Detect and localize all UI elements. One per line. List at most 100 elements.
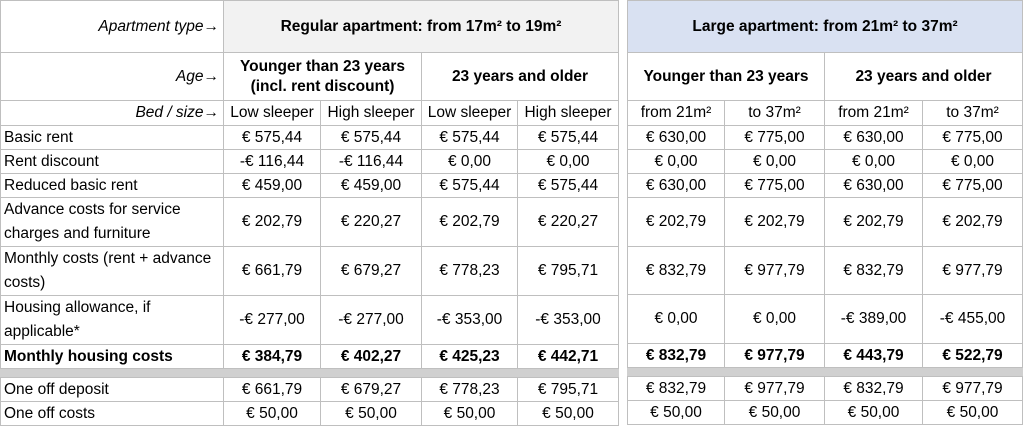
row-label: One off costs [0,401,224,426]
cell: € 575,44 [421,125,518,150]
bed-size-label: Bed / size→ [0,100,224,126]
age-younger-discount-line1: Younger than 23 years [239,57,406,75]
cell: € 50,00 [922,400,1023,425]
cell: € 832,79 [824,376,923,401]
cell: € 832,79 [627,376,725,401]
cell: € 977,79 [922,246,1023,295]
cell: € 0,00 [627,149,725,174]
age-younger: Younger than 23 years [627,52,825,101]
cell: -€ 116,44 [320,149,422,174]
cell: -€ 277,00 [223,295,321,345]
cell: € 832,79 [824,246,923,295]
cell: € 220,27 [320,197,422,247]
cell: € 202,79 [223,197,321,247]
cell: € 977,79 [724,343,825,368]
cell: € 443,79 [824,343,923,368]
cell: € 795,71 [517,377,619,402]
row-label: Monthly housing costs [0,344,224,369]
cell: € 775,00 [922,125,1023,150]
cell: € 832,79 [627,343,725,368]
cell: € 778,23 [421,377,518,402]
cell: € 977,79 [724,376,825,401]
cell: € 384,79 [223,344,321,369]
cell: € 679,27 [320,377,422,402]
cell: € 661,79 [223,246,321,296]
cell: € 50,00 [320,401,422,426]
cell: -€ 116,44 [223,149,321,174]
cell: € 679,27 [320,246,422,296]
cell: € 50,00 [627,400,725,425]
cell: € 630,00 [627,173,725,198]
size-to-37: to 37m² [724,100,825,126]
cell: € 795,71 [517,246,619,296]
cell: -€ 353,00 [517,295,619,345]
separator-row [627,367,1023,377]
cell: € 50,00 [824,400,923,425]
age-older: 23 years and older [421,52,619,101]
cell: € 202,79 [724,197,825,247]
cell: € 0,00 [517,149,619,174]
cell: € 630,00 [824,125,923,150]
cell: € 220,27 [517,197,619,247]
apartment-type-label: Apartment type→ [0,0,224,53]
cell: € 459,00 [320,173,422,198]
age-label: Age→ [0,52,224,101]
cell: € 630,00 [627,125,725,150]
cell: € 0,00 [421,149,518,174]
cell: € 442,71 [517,344,619,369]
cell: € 50,00 [724,400,825,425]
cell: € 50,00 [517,401,619,426]
cell: € 775,00 [724,125,825,150]
cell: € 202,79 [421,197,518,247]
separator-row [0,368,619,378]
cell: € 661,79 [223,377,321,402]
cell: € 977,79 [922,376,1023,401]
large-apartment-table: Large apartment: from 21m² to 37m² Young… [627,0,1023,425]
cell: € 202,79 [824,197,923,247]
size-from-21: from 21m² [627,100,725,126]
cell: € 0,00 [724,294,825,344]
age-younger-discount-line2: (incl. rent discount) [250,77,395,95]
cell: € 977,79 [724,246,825,295]
cell: € 459,00 [223,173,321,198]
cell: -€ 389,00 [824,294,923,344]
large-apartment-header: Large apartment: from 21m² to 37m² [627,0,1023,53]
cell: -€ 455,00 [922,294,1023,344]
cell: € 575,44 [320,125,422,150]
row-label: Advance costs for service charges and fu… [0,197,224,247]
cell: € 425,23 [421,344,518,369]
size-from-21: from 21m² [824,100,923,126]
cell: € 775,00 [724,173,825,198]
cell: € 202,79 [922,197,1023,247]
size-to-37: to 37m² [922,100,1023,126]
cell: € 778,23 [421,246,518,296]
cell: € 0,00 [824,149,923,174]
cell: -€ 277,00 [320,295,422,345]
cell: € 575,44 [517,125,619,150]
row-label: Monthly costs (rent + advance costs) [0,246,224,296]
cell: € 50,00 [421,401,518,426]
bed-low-sleeper: Low sleeper [223,100,321,126]
row-label: Reduced basic rent [0,173,224,198]
age-older: 23 years and older [824,52,1023,101]
cell: € 832,79 [627,246,725,295]
cell: € 575,44 [223,125,321,150]
bed-high-sleeper: High sleeper [517,100,619,126]
cell: € 775,00 [922,173,1023,198]
cell: € 575,44 [421,173,518,198]
cell: € 630,00 [824,173,923,198]
regular-apartment-table: Apartment type→ Regular apartment: from … [0,0,619,426]
cell: € 202,79 [627,197,725,247]
cell: € 0,00 [627,294,725,344]
row-label: Rent discount [0,149,224,174]
cell: € 0,00 [724,149,825,174]
cell: € 575,44 [517,173,619,198]
cell: € 522,79 [922,343,1023,368]
cell: € 402,27 [320,344,422,369]
age-younger-discount: Younger than 23 years (incl. rent discou… [223,52,422,101]
cell: € 0,00 [922,149,1023,174]
row-label: One off deposit [0,377,224,402]
regular-apartment-header: Regular apartment: from 17m² to 19m² [223,0,619,53]
bed-high-sleeper: High sleeper [320,100,422,126]
